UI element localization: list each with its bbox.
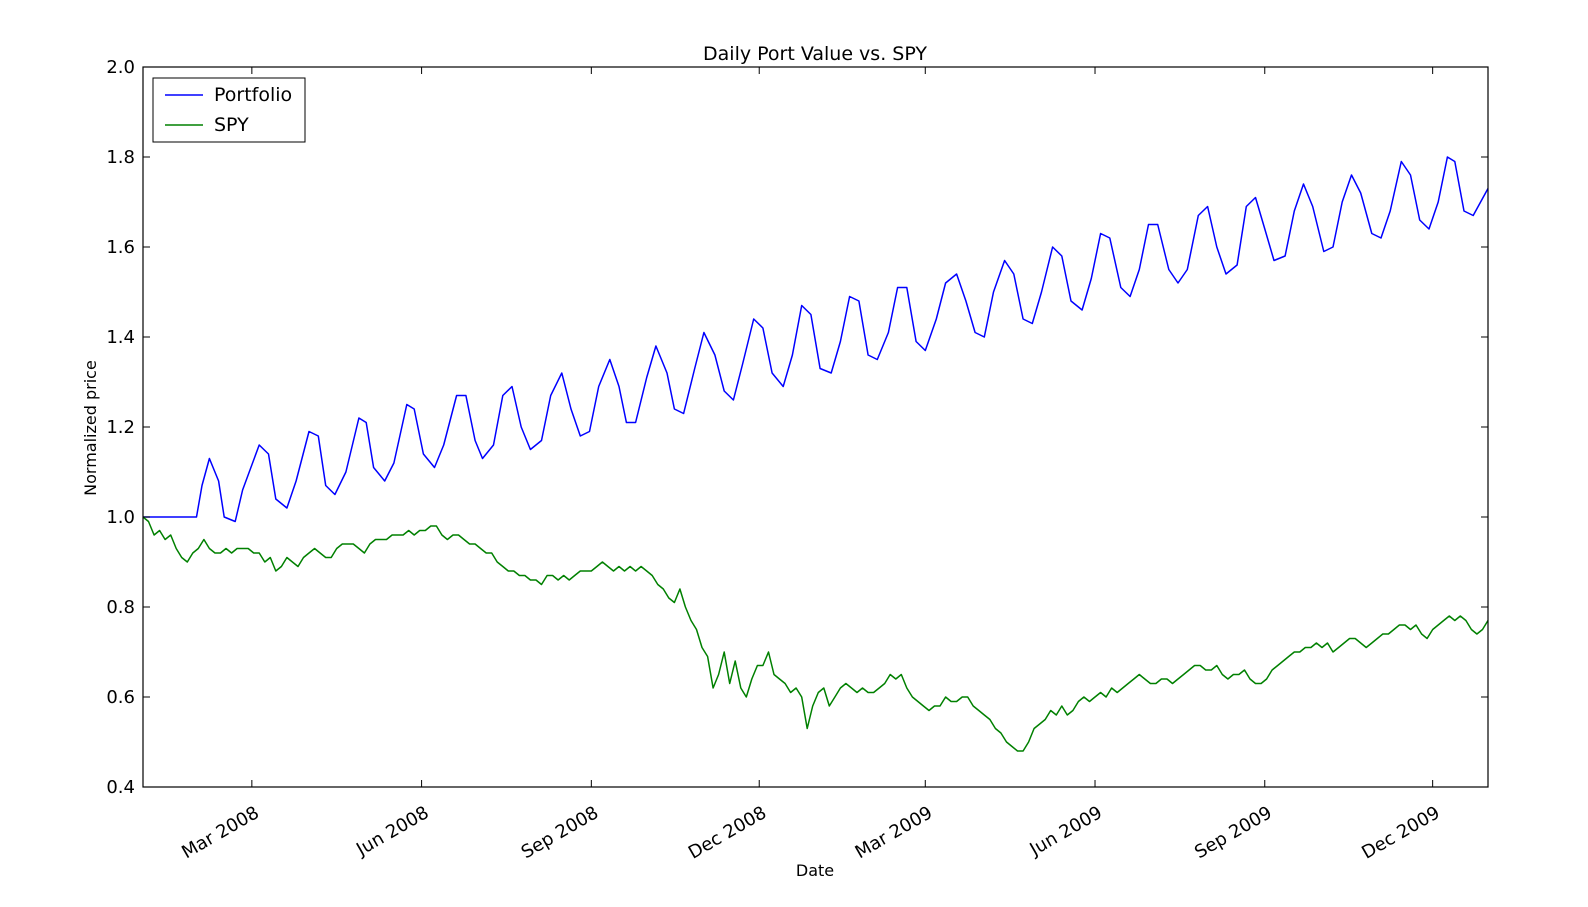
y-tick-label: 2.0 [106, 57, 135, 78]
x-tick-label: Dec 2008 [685, 802, 770, 863]
y-tick-label: 1.0 [106, 507, 135, 528]
series-line-portfolio [143, 156, 1489, 523]
x-tick-label: Mar 2008 [178, 802, 263, 863]
legend: Portfolio SPY [152, 77, 306, 143]
legend-label-portfolio: Portfolio [214, 84, 292, 106]
chart-title: Daily Port Value vs. SPY [703, 43, 927, 65]
x-tick-label: Sep 2008 [518, 802, 603, 863]
x-axis: Mar 2008 Jun 2008 Sep 2008 Dec 2008 Mar 2009… [178, 67, 1444, 864]
y-tick-label: 1.8 [106, 147, 135, 168]
series-line-spy [142, 516, 1489, 752]
plot-frame [142, 66, 1489, 788]
y-tick-label: 1.6 [106, 237, 135, 258]
series-layer [142, 156, 1489, 752]
x-tick-label: Dec 2009 [1358, 802, 1443, 863]
x-axis-title: Date [796, 861, 834, 880]
y-tick-label: 1.4 [106, 327, 135, 348]
legend-label-spy: SPY [214, 114, 249, 136]
x-tick-label: Jun 2009 [1026, 802, 1106, 861]
x-tick-label: Jun 2008 [352, 802, 432, 861]
y-axis-title: Normalized price [81, 360, 100, 496]
x-tick-label: Sep 2009 [1191, 802, 1276, 863]
legend-box [152, 77, 306, 143]
y-tick-label: 0.4 [106, 777, 135, 798]
y-tick-label: 0.6 [106, 687, 135, 708]
x-tick-label: Mar 2009 [852, 802, 937, 863]
y-axis: 0.4 0.6 0.8 1.0 1.2 1.4 1.6 1.8 2.0 [106, 57, 1488, 798]
y-tick-label: 1.2 [106, 417, 135, 438]
y-tick-label: 0.8 [106, 597, 135, 618]
